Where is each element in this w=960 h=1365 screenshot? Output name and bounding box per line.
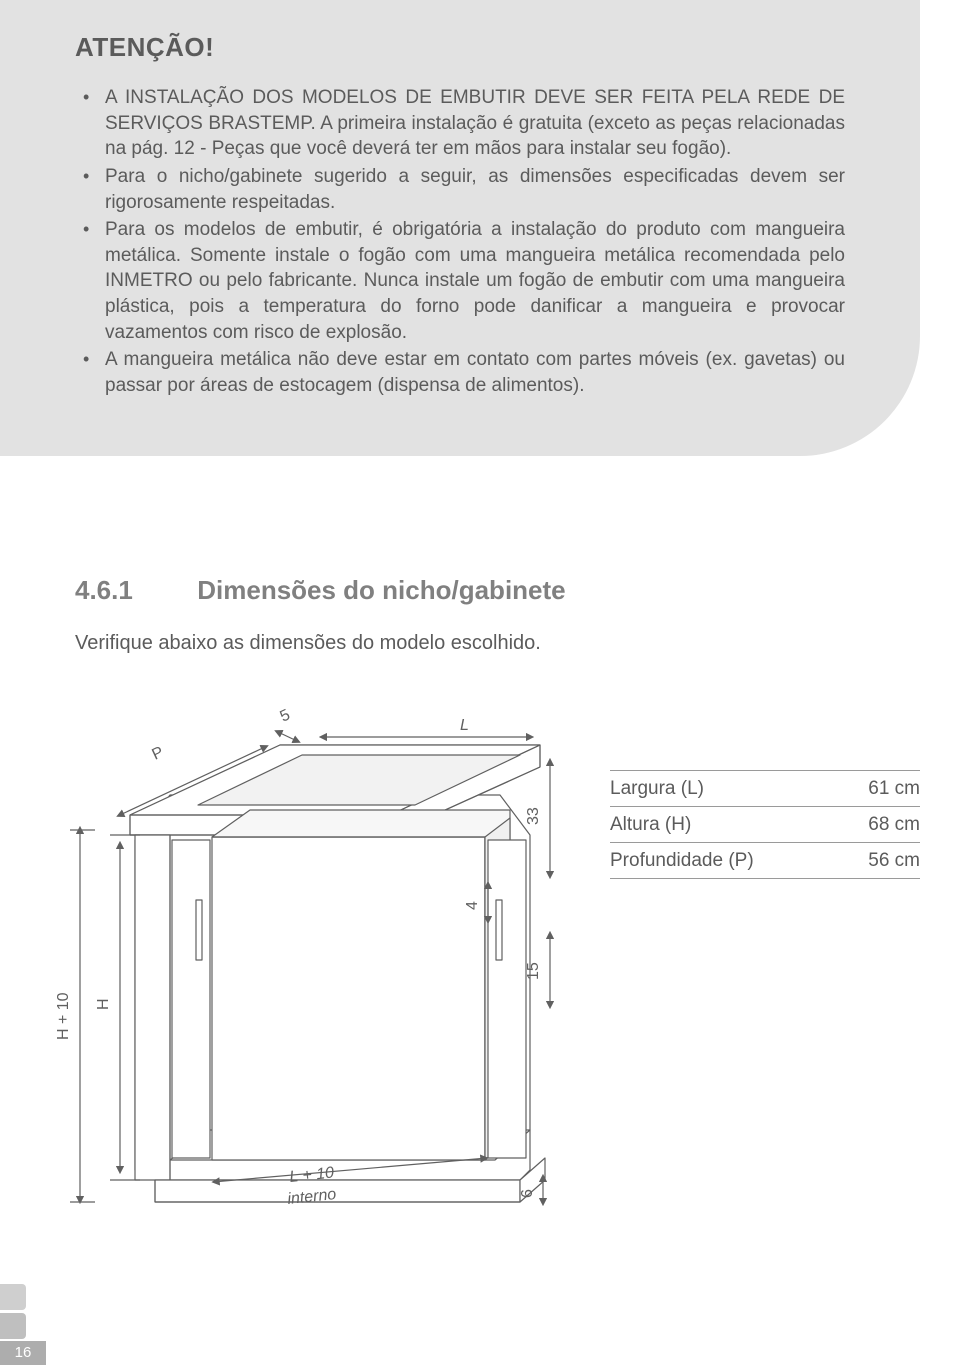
section-block: 4.6.1 Dimensões do nicho/gabinete Verifi… [75,575,885,655]
diagram-label-33: 33 [525,807,542,825]
diagram-label-h10: H + 10 [55,992,72,1040]
page-tab-decor [0,1284,26,1310]
callout-title: ATENÇÃO! [75,32,845,63]
dim-label: Altura (H) [610,814,691,836]
section-heading-text: Dimensões do nicho/gabinete [197,575,565,605]
diagram-label-5: 5 [278,706,293,725]
page-tab-decor [0,1313,26,1339]
dim-label: Largura (L) [610,778,704,800]
diagram-label-p: P [150,744,167,764]
cabinet-diagram: P 5 L 33 4 15 6 H H + 10 L + 10 interno [40,700,595,1230]
section-lead: Verifique abaixo as dimensões do modelo … [75,632,885,655]
page-number: 16 [0,1341,46,1365]
callout-bullet: Para os modelos de embutir, é obrigatóri… [75,217,845,345]
section-number: 4.6.1 [75,575,190,606]
diagram-label-h: H [95,998,112,1010]
callout-bullet: A mangueira metálica não deve estar em c… [75,347,845,398]
table-row: Profundidade (P) 56 cm [610,843,920,879]
diagram-label-4: 4 [464,901,481,910]
diagram-label-6: 6 [519,1189,536,1198]
attention-callout: ATENÇÃO! A INSTALAÇÃO DOS MODELOS DE EMB… [0,0,920,456]
section-title: 4.6.1 Dimensões do nicho/gabinete [75,575,885,606]
dim-value: 68 cm [868,814,920,836]
diagram-label-15: 15 [525,962,542,980]
diagram-label-l: L [460,717,469,734]
callout-bullet: A INSTALAÇÃO DOS MODELOS DE EMBUTIR DEVE… [75,85,845,162]
table-row: Largura (L) 61 cm [610,770,920,807]
dim-value: 61 cm [868,778,920,800]
callout-list: A INSTALAÇÃO DOS MODELOS DE EMBUTIR DEVE… [75,85,845,399]
dimensions-table: Largura (L) 61 cm Altura (H) 68 cm Profu… [610,770,920,879]
page-tabs: 16 [0,1265,60,1365]
callout-bullet: Para o nicho/gabinete sugerido a seguir,… [75,164,845,215]
dim-value: 56 cm [868,850,920,872]
table-row: Altura (H) 68 cm [610,807,920,843]
dim-label: Profundidade (P) [610,850,754,872]
